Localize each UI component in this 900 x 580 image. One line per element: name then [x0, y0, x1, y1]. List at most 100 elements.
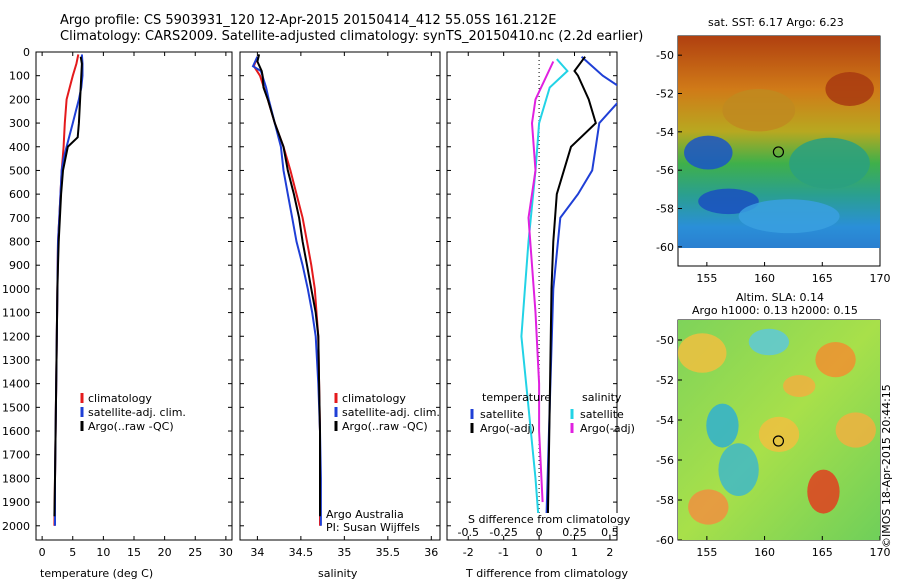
argo-position-marker	[772, 435, 785, 447]
difference-xtick-label: 1	[571, 546, 578, 559]
diff-xlabel: T difference from climatology	[466, 567, 628, 580]
sst-map-xtick-label: 160	[754, 272, 775, 285]
depth-tick-label: 300	[9, 117, 30, 130]
depth-tick-label: 1100	[2, 307, 30, 320]
diff-top-tick-label: 0.5	[601, 526, 619, 539]
sst-map-ytick-label: -54	[656, 126, 674, 139]
depth-tick-label: 600	[9, 188, 30, 201]
difference-xtick-label: 2	[606, 546, 613, 559]
depth-tick-label: 1400	[2, 378, 30, 391]
series-temperature-argo-adj-	[546, 56, 597, 517]
legend-label: satellite	[480, 408, 524, 421]
sla-map-xtick-label: 165	[812, 546, 833, 559]
sla-map-ytick-label: -54	[656, 414, 674, 427]
sst-map-xtick-label: 155	[696, 272, 717, 285]
depth-tick-label: 1600	[2, 425, 30, 438]
sla-map-anomaly	[783, 375, 816, 397]
sla-map-anomaly	[718, 443, 759, 496]
sst-map-anomaly	[825, 72, 874, 106]
depth-tick-label: 700	[9, 212, 30, 225]
sla-map-anomaly	[748, 328, 790, 356]
difference-xtick-label: 0	[536, 546, 543, 559]
salinity-xtick-label: 35.5	[376, 546, 401, 559]
depth-tick-label: 1000	[2, 283, 30, 296]
sla-map-anomaly	[815, 342, 856, 378]
sal-xlabel: salinity	[318, 567, 358, 580]
depth-tick-label: 200	[9, 93, 30, 106]
series-argo-raw-qc-	[256, 54, 321, 517]
imos-timestamp: ©IMOS 18-Apr-2015 20:44:15	[880, 384, 893, 548]
difference-xtick-label: -2	[463, 546, 474, 559]
temperature-xtick-label: 5	[69, 546, 76, 559]
salinity-xtick-label: 34.5	[289, 546, 314, 559]
title-line-2: Climatology: CARS2009. Satellite-adjuste…	[60, 29, 644, 44]
sst-map-anomaly	[722, 89, 796, 132]
legend-label: Argo(-adj)	[480, 422, 535, 435]
depth-tick-label: 1300	[2, 354, 30, 367]
sla-map-anomaly	[688, 489, 729, 525]
depth-tick-label: 1700	[2, 449, 30, 462]
legend-label: Argo(..raw -QC)	[88, 420, 174, 433]
temperature-xtick-label: 15	[127, 546, 141, 559]
sla-map-xtick-label: 160	[754, 546, 775, 559]
legend-label: satellite-adj. clim.	[342, 406, 440, 419]
sst-map-ytick-label: -52	[656, 88, 674, 101]
sla-map-title-2: Argo h1000: 0.13 h2000: 0.15	[692, 304, 858, 317]
difference-xtick-label: -1	[498, 546, 509, 559]
sla-map-anomaly	[758, 416, 800, 452]
diff-top-tick-label: 0.25	[562, 526, 587, 539]
sst-map-title: sat. SST: 6.17 Argo: 6.23	[708, 16, 844, 29]
series-salinity-argo-adj-	[527, 61, 555, 503]
depth-tick-label: 0	[23, 46, 30, 59]
series-salinity-satellite	[520, 58, 569, 526]
depth-tick-label: 500	[9, 164, 30, 177]
legend-label: satellite	[580, 408, 624, 421]
diff-top-tick-label: -0.25	[489, 526, 517, 539]
sst-map-xtick-label: 165	[812, 272, 833, 285]
legend-label: climatology	[88, 392, 152, 405]
argo-position-marker	[772, 146, 785, 158]
depth-tick-label: 1500	[2, 401, 30, 414]
temperature-xtick-label: 25	[188, 546, 202, 559]
diff-top-tick-label: -0.5	[458, 526, 479, 539]
panel-temperature: 0100200300400500600700800900100011001200…	[2, 46, 233, 559]
sst-map-anomaly	[738, 199, 840, 234]
sla-map-anomaly	[807, 469, 840, 514]
sla-map-xtick-label: 155	[696, 546, 717, 559]
legend-heading: salinity	[582, 391, 622, 404]
sst-map-anomaly	[789, 137, 870, 189]
legend-heading: temperature	[482, 391, 551, 404]
title-line-1: Argo profile: CS 5903931_120 12-Apr-2015…	[60, 13, 557, 28]
sla-map-anomaly	[706, 403, 739, 448]
sst-map-ytick-label: -50	[656, 49, 674, 62]
pi-label: PI: Susan Wijffels	[326, 521, 420, 534]
depth-tick-label: 900	[9, 259, 30, 272]
legend-label: climatology	[342, 392, 406, 405]
sla-map-ytick-label: -52	[656, 374, 674, 387]
sla-map-ytick-label: -56	[656, 454, 674, 467]
sla-map-ytick-label: -60	[656, 534, 674, 547]
diff-top-label: S difference from climatology	[468, 513, 631, 526]
legend-label: satellite-adj. clim.	[88, 406, 186, 419]
sst-map-ytick-label: -60	[656, 241, 674, 254]
sla-map-title-1: Altim. SLA: 0.14	[736, 291, 825, 304]
sla-map-ytick-label: -58	[656, 494, 674, 507]
sla-map-anomaly	[678, 333, 727, 373]
series-argo-raw-qc-	[53, 56, 83, 517]
temperature-xtick-label: 30	[219, 546, 233, 559]
diff-top-tick-label: 0	[536, 526, 543, 539]
depth-tick-label: 400	[9, 141, 30, 154]
depth-tick-label: 1200	[2, 330, 30, 343]
sst-map-anomaly	[684, 135, 733, 170]
depth-tick-label: 100	[9, 70, 30, 83]
sla-map-ytick-label: -50	[656, 334, 674, 347]
legend-label: Argo(..raw -QC)	[342, 420, 428, 433]
sla-map: 155 160 165 170 -50 -52 -54 -56 -58 -60	[656, 319, 891, 559]
temperature-xtick-label: 20	[158, 546, 172, 559]
temperature-xtick-label: 0	[39, 546, 46, 559]
sst-map-ytick-label: -56	[656, 164, 674, 177]
temperature-xtick-label: 10	[96, 546, 110, 559]
depth-tick-label: 800	[9, 236, 30, 249]
sla-map-anomaly	[835, 412, 876, 448]
